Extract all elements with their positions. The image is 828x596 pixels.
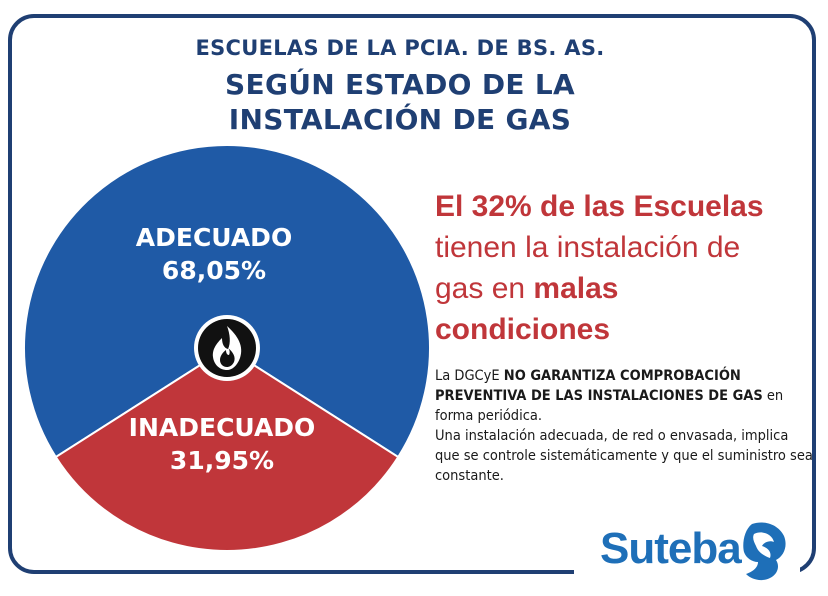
- suteba-logo-mark: [743, 522, 786, 581]
- flame-icon: [194, 315, 260, 381]
- body-text: La DGCyE NO GARANTIZA COMPROBACIÓN PREVE…: [435, 366, 815, 486]
- body-part-1: La DGCyE: [435, 368, 504, 384]
- flame-badge: [198, 319, 256, 377]
- headline-part-3: gas en: [435, 272, 534, 305]
- headline-part-1: El 32% de las Escuelas: [435, 190, 764, 223]
- headline-part-5: condiciones: [435, 313, 611, 346]
- pie-slice-inadecuado: [54, 346, 400, 552]
- suteba-logo-text: Suteba: [600, 524, 742, 573]
- slice-label-adecuado: ADECUADO: [136, 223, 292, 252]
- body-part-2: NO GARANTIZA COMPROBACIÓN PREVENTIVA DE …: [435, 368, 763, 404]
- headline: El 32% de las Escuelas tienen la instala…: [435, 186, 815, 350]
- headline-part-2: tienen la instalación de: [435, 231, 741, 264]
- body-part-3: en forma periódica.: [435, 388, 784, 424]
- slice-label-inadecuado: INADECUADO: [129, 413, 316, 442]
- headline-part-4: malas: [533, 272, 619, 305]
- slice-value-adecuado: 68,05%: [162, 256, 266, 285]
- frame-gap: [574, 566, 800, 580]
- pie-slice-adecuado: [23, 144, 431, 459]
- card-frame: [8, 14, 816, 574]
- flame-inner: [220, 348, 235, 367]
- title-line-3: INSTALACIÓN DE GAS: [228, 103, 572, 136]
- title-line-1: ESCUELAS DE LA PCIA. DE BS. AS.: [195, 36, 605, 60]
- title-line-2: SEGÚN ESTADO DE LA: [225, 68, 575, 101]
- slice-value-inadecuado: 31,95%: [170, 446, 274, 475]
- body-part-4: Una instalación adecuada, de red o envas…: [435, 428, 813, 484]
